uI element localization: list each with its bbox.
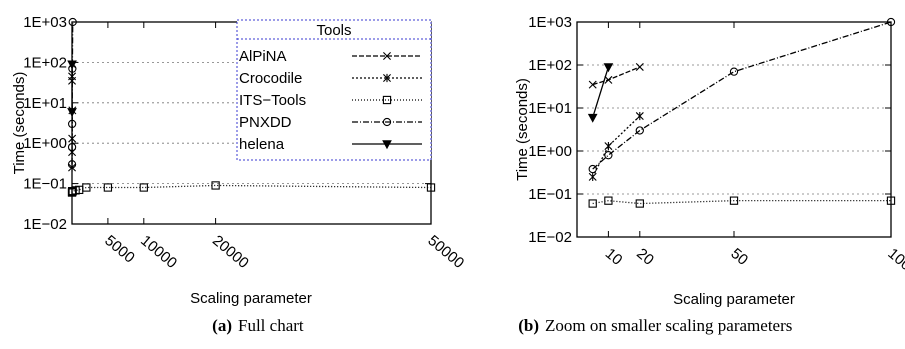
x-tick-label: 20000 [209, 232, 252, 272]
legend-marker [382, 95, 392, 105]
series-line [71, 184, 432, 193]
data-point [603, 63, 614, 73]
legend-title: Tools [316, 22, 351, 39]
data-point [426, 183, 436, 192]
y-tick-label: 1E−01 [528, 186, 572, 203]
data-point [588, 164, 597, 174]
series-crocodile [588, 111, 644, 181]
data-point [67, 160, 77, 169]
series-line [71, 21, 74, 165]
data-point [68, 187, 77, 196]
x-tick-label: 20 [633, 245, 657, 269]
y-axis-label: Time (seconds) [11, 72, 28, 175]
grid [577, 64, 891, 195]
legend-label: AlPiNA [239, 48, 287, 65]
data-point [588, 80, 597, 89]
caption-b-text: Zoom on smaller scaling parameters [545, 316, 792, 335]
data-point [82, 183, 91, 192]
x-tick-label: 50 [727, 245, 751, 269]
x-tick-label: 100 [884, 245, 905, 274]
series-line [592, 115, 641, 178]
y-tick-label: 1E+02 [23, 54, 67, 71]
legend-entry-alpina: AlPiNA [239, 48, 422, 65]
series-line [592, 200, 891, 205]
y-tick-label: 1E+01 [528, 100, 572, 117]
data-point [604, 142, 613, 151]
series-helena [67, 60, 77, 118]
legend-entry-pnxdd: PNXDD [239, 114, 422, 131]
data-point [211, 181, 220, 190]
data-point [729, 67, 739, 76]
y-tick-label: 1E+03 [528, 14, 572, 31]
y-tick-label: 1E−02 [23, 216, 67, 233]
caption-b-letter: (b) [518, 316, 539, 335]
y-tick-label: 1E+00 [23, 135, 67, 152]
x-axis: 10 20 50 100 [602, 22, 905, 274]
y-tick-label: 1E+03 [23, 14, 67, 31]
x-axis-label: Scaling parameter [190, 290, 312, 307]
legend: Tools AlPiNA Crocodile ITS−Tools PNXDD helena [236, 19, 432, 161]
legend-box [236, 19, 432, 161]
y-tick-label: 1E+02 [528, 57, 572, 74]
y-tick-label: 1E+01 [23, 95, 67, 112]
legend-label: Crocodile [239, 70, 302, 87]
chart-a: 1E−02 1E−01 1E+00 1E+01 1E+02 1E+03 5000 10000 2… [11, 14, 467, 307]
legend-marker [382, 117, 392, 127]
legend-label: PNXDD [239, 114, 292, 131]
data-point [587, 113, 598, 123]
data-point [886, 17, 896, 27]
y-axis-label: Time (seconds) [514, 78, 531, 181]
series-its-tools [67, 181, 436, 197]
legend-label: helena [239, 136, 285, 153]
caption-a-letter: (a) [212, 316, 232, 335]
legend-entry-its-tools: ITS−Tools [239, 92, 422, 109]
data-point [68, 17, 77, 27]
y-axis: 1E−02 1E−01 1E+00 1E+01 1E+02 1E+03 [528, 14, 891, 246]
x-tick-label: 10 [602, 245, 626, 269]
data-point [588, 199, 597, 208]
legend-marker [383, 73, 391, 83]
series-its-tools [588, 196, 896, 208]
legend-entry-helena: helena [239, 136, 422, 153]
caption-a: (a) Full chart [212, 316, 304, 335]
data-point [67, 142, 77, 152]
x-tick-label: 5000 [101, 232, 137, 266]
chart-b: 1E−02 1E−01 1E+00 1E+01 1E+02 1E+03 10 20 50 100 S… [514, 14, 905, 308]
legend-label: ITS−Tools [239, 92, 306, 109]
series-alpina [588, 62, 644, 89]
data-point [67, 108, 77, 118]
caption-a-text: Full chart [238, 316, 304, 335]
data-point [604, 75, 613, 84]
series-line [592, 66, 641, 86]
data-point [604, 196, 613, 205]
caption-b: (b) Zoom on smaller scaling parameters [518, 316, 792, 335]
data-point [635, 199, 644, 208]
data-point [635, 111, 644, 121]
series-pnxdd [588, 17, 896, 174]
series-line [592, 66, 610, 118]
series-helena [587, 63, 614, 123]
data-point [604, 151, 613, 160]
legend-marker [383, 52, 391, 60]
legend-entry-crocodile: Crocodile [239, 70, 422, 87]
data-point [103, 183, 113, 192]
data-point [139, 183, 148, 192]
data-point [588, 172, 597, 181]
y-tick-label: 1E+00 [528, 143, 572, 160]
data-point [729, 196, 739, 205]
data-point [886, 196, 896, 205]
x-tick-label: 50000 [424, 232, 467, 272]
series-line [592, 21, 892, 170]
data-point [67, 119, 77, 129]
data-point [635, 126, 644, 135]
x-axis-label: Scaling parameter [673, 291, 795, 308]
x-tick-label: 10000 [137, 232, 180, 272]
data-point [635, 62, 644, 71]
legend-marker [382, 140, 392, 150]
data-point [67, 60, 77, 70]
y-tick-label: 1E−02 [528, 229, 572, 246]
y-axis: 1E−02 1E−01 1E+00 1E+01 1E+02 1E+03 [23, 14, 431, 233]
y-tick-label: 1E−01 [23, 176, 67, 193]
